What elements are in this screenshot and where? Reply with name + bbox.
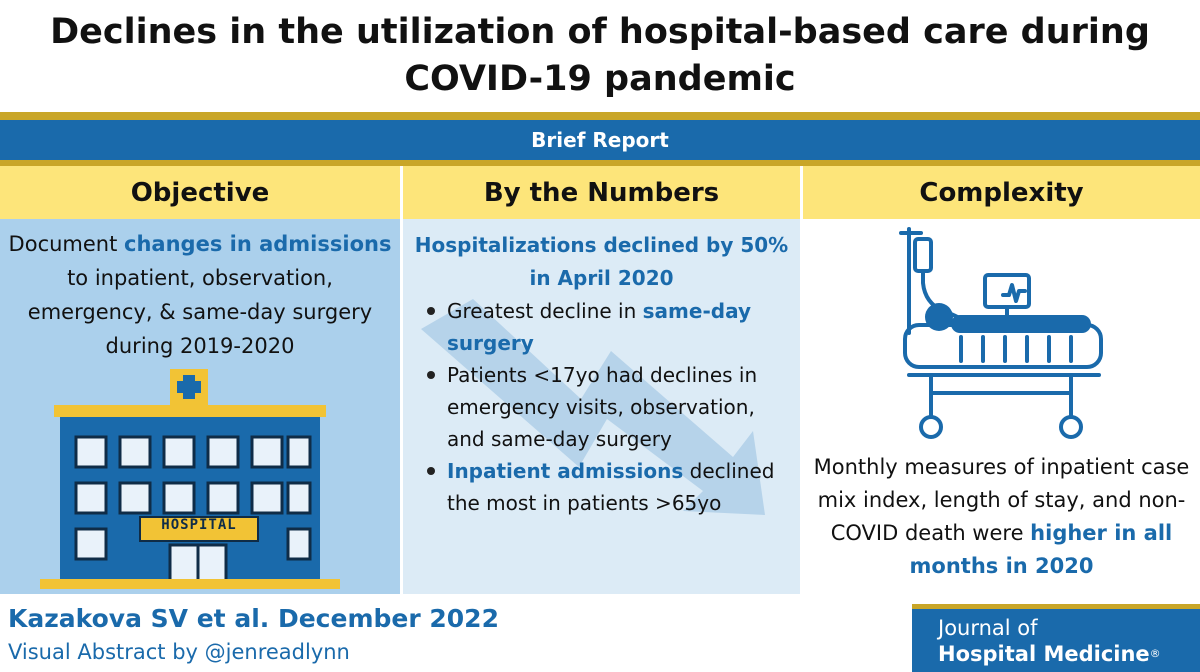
journal-name-line-2: Hospital Medicine® [938,641,1200,667]
hospital-bed-patient-icon [899,227,1103,439]
numbers-panel: Hospitalizations declined by 50% in Apri… [403,219,800,594]
objective-text-end: to inpatient, observation, emergency, & … [27,266,373,358]
gold-divider-thin [0,160,1200,166]
numbers-heading-label: By the Numbers [483,177,720,208]
numbers-bullet-list: Greatest decline in same-day surgery Pat… [425,295,797,519]
complexity-text-body: Monthly measures of inpatient case mix i… [813,455,1190,545]
patient-figure [925,303,1091,333]
hospital-building-icon [40,369,340,589]
objective-text: Document changes in admissions to inpati… [8,227,392,363]
complexity-heading: Complexity [803,166,1200,219]
visual-abstract-credit: Visual Abstract by @jenreadlynn [8,640,350,664]
objective-panel: Document changes in admissions to inpati… [0,219,400,594]
list-item: Patients <17yo had declines in emergency… [425,359,797,455]
citation: Kazakova SV et al. December 2022 [8,604,499,633]
numbers-headline: Hospitalizations declined by 50% in Apri… [414,233,789,290]
complexity-highlight: higher in all months in 2020 [909,521,1173,578]
report-type-bar: Brief Report [0,120,1200,160]
objective-highlight: changes in admissions [124,232,392,256]
journal-logo-box: Journal of Hospital Medicine® [912,609,1200,672]
list-item: Greatest decline in same-day surgery [425,295,797,359]
bullet-highlight: Inpatient admissions [447,459,684,483]
objective-text-start: Document [8,232,125,256]
title-line-2: COVID-19 pandemic [404,59,796,99]
objective-heading: Objective [0,166,400,219]
list-item: Inpatient admissions declined the most i… [425,455,797,519]
bullet-text: declined the most in patients >65yo [447,459,775,515]
bullet-highlight: same-day surgery [447,299,751,355]
journal-logo: Journal of Hospital Medicine® [912,604,1200,672]
registered-mark: ® [1149,647,1161,660]
complexity-heading-label: Complexity [919,177,1084,208]
bullet-text: Patients <17yo had declines in emergency… [447,363,758,451]
hospital-sign-text: HOSPITAL [161,517,237,533]
complexity-panel: Monthly measures of inpatient case mix i… [803,219,1200,594]
title-line-1: Declines in the utilization of hospital-… [50,12,1150,52]
journal-name-line-1: Journal of [938,616,1038,640]
objective-heading-label: Objective [130,177,270,208]
bullet-text: Greatest decline in [447,299,643,323]
numbers-heading: By the Numbers [403,166,800,219]
complexity-text: Monthly measures of inpatient case mix i… [807,451,1196,583]
gold-divider [0,112,1200,120]
page-title: Declines in the utilization of hospital-… [0,0,1200,112]
hospital-sign-plate [139,516,259,542]
report-type-label: Brief Report [531,128,669,152]
journal-logo-bar [912,604,1200,609]
downward-trend-arrow-icon [421,299,765,515]
journal-name-line-2-text: Hospital Medicine [938,642,1150,666]
